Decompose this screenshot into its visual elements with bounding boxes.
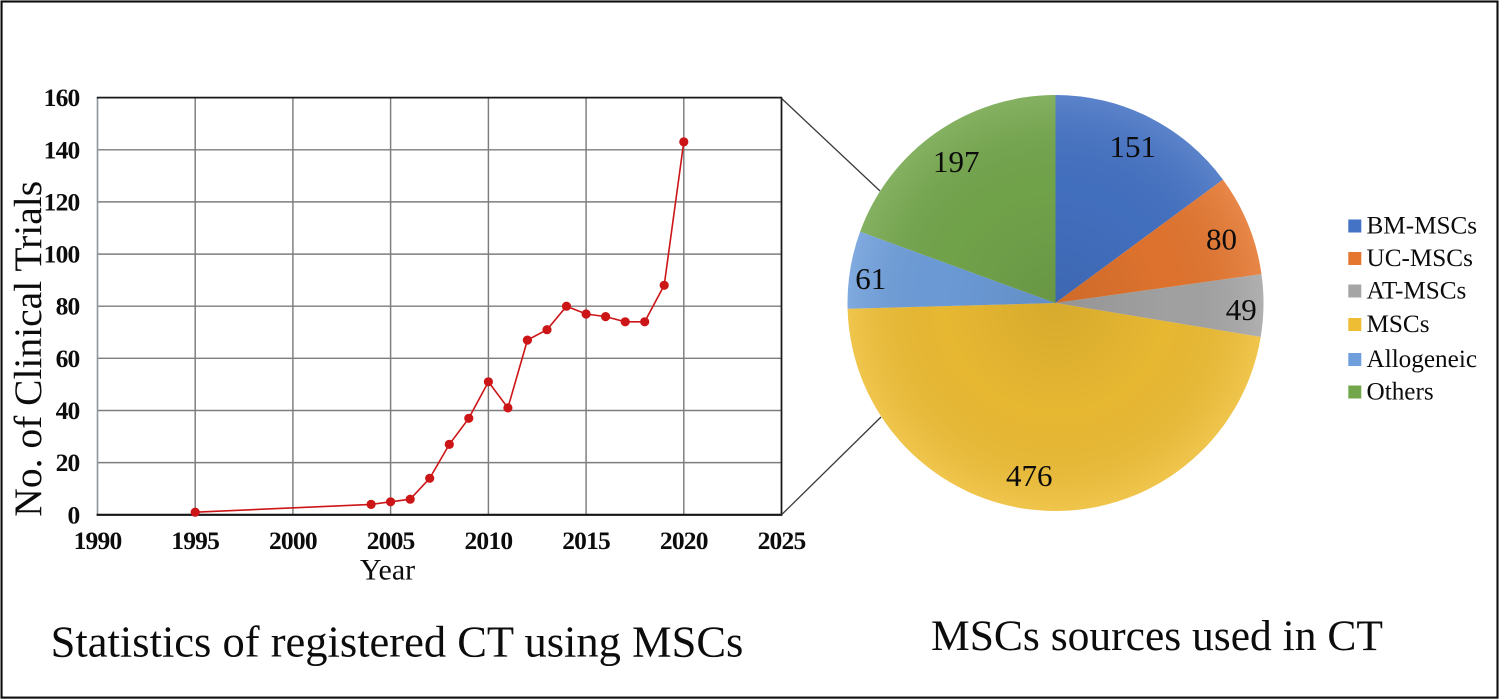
svg-text:476: 476 (1006, 458, 1053, 493)
svg-text:No. of Clinical Trials: No. of Clinical Trials (6, 181, 50, 517)
svg-text:2020: 2020 (660, 526, 708, 555)
svg-text:120: 120 (44, 187, 80, 216)
svg-text:40: 40 (56, 396, 80, 425)
svg-text:MSCs: MSCs (1367, 311, 1430, 338)
svg-text:151: 151 (1109, 129, 1156, 164)
svg-text:80: 80 (1206, 222, 1237, 257)
svg-text:20: 20 (56, 448, 80, 477)
svg-text:160: 160 (44, 83, 80, 112)
svg-text:2025: 2025 (758, 526, 806, 555)
svg-text:60: 60 (56, 344, 80, 373)
svg-text:2010: 2010 (464, 526, 512, 555)
svg-text:1990: 1990 (74, 526, 122, 555)
svg-text:2000: 2000 (269, 526, 317, 555)
svg-text:Others: Others (1367, 379, 1434, 406)
svg-text:2005: 2005 (367, 526, 415, 555)
svg-text:49: 49 (1226, 292, 1257, 327)
svg-text:0: 0 (68, 500, 80, 529)
svg-text:197: 197 (933, 144, 980, 179)
svg-text:2015: 2015 (562, 526, 610, 555)
svg-text:Statistics of registered CT us: Statistics of registered CT using MSCs (51, 617, 744, 667)
svg-text:Year: Year (360, 554, 415, 587)
svg-text:BM-MSCs: BM-MSCs (1367, 213, 1478, 240)
svg-text:UC-MSCs: UC-MSCs (1367, 245, 1473, 272)
svg-text:100: 100 (44, 240, 80, 269)
svg-text:61: 61 (855, 261, 886, 296)
svg-text:80: 80 (56, 292, 80, 321)
svg-text:MSCs sources used in CT: MSCs sources used in CT (931, 612, 1383, 660)
svg-text:Allogeneic: Allogeneic (1367, 346, 1478, 373)
svg-text:1995: 1995 (171, 526, 219, 555)
svg-text:AT-MSCs: AT-MSCs (1367, 278, 1467, 305)
svg-text:140: 140 (44, 135, 80, 164)
